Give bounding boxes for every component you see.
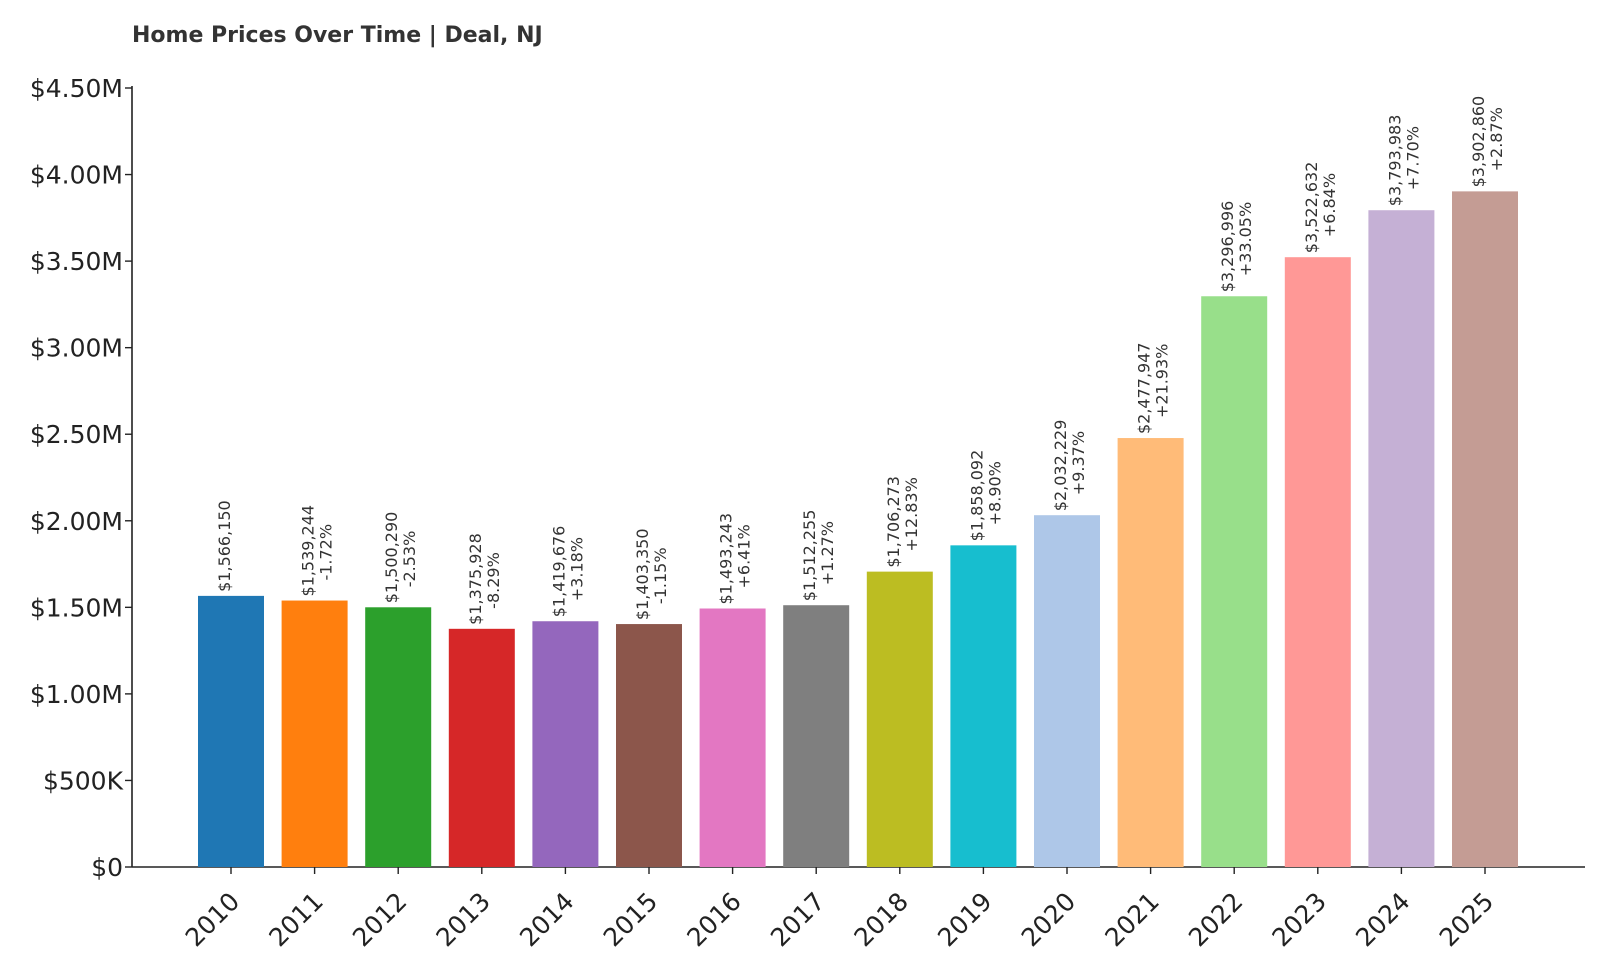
- y-tick-label: $1.00M: [30, 680, 123, 709]
- x-tick-label: 2018: [849, 887, 914, 952]
- chart-title: Home Prices Over Time | Deal, NJ: [132, 23, 543, 48]
- bar: [950, 545, 1017, 867]
- bar-value-label: $3,522,632: [1302, 162, 1321, 254]
- bar-change-label: +6.84%: [1320, 173, 1339, 237]
- y-tick-label: $4.50M: [30, 74, 123, 103]
- x-tick-label: 2025: [1434, 887, 1499, 952]
- y-tick-label: $0: [91, 853, 123, 882]
- bar: [783, 605, 850, 867]
- bars: [198, 191, 1518, 868]
- bar-value-label: $1,858,092: [967, 450, 986, 542]
- bar-change-label: -1.15%: [651, 547, 670, 604]
- bar-change-label: +6.41%: [735, 524, 754, 588]
- bar-change-label: +21.93%: [1153, 344, 1172, 418]
- bar-value-label: $1,493,243: [717, 513, 736, 605]
- y-tick-label: $3.50M: [30, 247, 123, 276]
- bar: [1117, 438, 1184, 867]
- x-tick-label: 2016: [681, 887, 746, 952]
- y-tick-label: $3.00M: [30, 334, 123, 363]
- bar-change-label: +9.37%: [1069, 431, 1088, 495]
- bar-change-label: +33.05%: [1236, 202, 1255, 276]
- bar-value-label: $1,706,273: [884, 476, 903, 568]
- bar-value-label: $2,477,947: [1135, 342, 1154, 434]
- bar-value-label: $3,902,860: [1469, 96, 1488, 188]
- bar-value-label: $3,793,983: [1385, 115, 1404, 207]
- bar: [281, 600, 348, 867]
- bar: [198, 595, 264, 867]
- bar: [616, 624, 682, 867]
- bar: [1368, 210, 1435, 868]
- bar-value-label: $1,375,928: [466, 533, 485, 625]
- x-tick-label: 2017: [765, 887, 830, 952]
- bar-change-label: +2.87%: [1487, 107, 1506, 171]
- bar-value-label: $2,032,229: [1051, 420, 1070, 512]
- y-tick-label: $2.50M: [30, 420, 123, 449]
- y-tick-label: $1.50M: [30, 593, 123, 622]
- bar-change-label: -2.53%: [400, 531, 419, 588]
- x-tick-label: 2020: [1016, 887, 1081, 952]
- bar-value-label: $1,539,244: [299, 505, 318, 597]
- data-labels: $1,566,150 $1,539,244 -1.72% $1,500,290 -2.5…: [215, 96, 1506, 625]
- bar: [448, 628, 515, 867]
- bar-change-label: +3.18%: [567, 537, 586, 601]
- bar-change-label: +1.27%: [818, 521, 837, 585]
- bar-value-label: $1,403,350: [633, 528, 652, 620]
- y-tick-label: $4.00M: [30, 161, 123, 190]
- x-tick-label: 2022: [1183, 887, 1248, 952]
- bar-value-label: $1,566,150: [215, 500, 234, 592]
- bar: [699, 608, 766, 867]
- bar-value-label: $1,512,255: [800, 510, 819, 602]
- x-tick-label: 2021: [1099, 887, 1164, 952]
- bar: [1034, 515, 1100, 867]
- bar: [1284, 257, 1351, 868]
- bar-change-label: +12.83%: [902, 477, 921, 551]
- y-tick-label: $500K: [43, 766, 124, 795]
- bar-value-label: $3,296,996: [1218, 201, 1237, 293]
- bar-change-label: +8.90%: [985, 461, 1004, 525]
- bar-value-label: $1,419,676: [549, 526, 568, 618]
- bar: [1452, 191, 1518, 867]
- bar-change-label: +7.70%: [1403, 126, 1422, 190]
- x-tick-label: 2013: [431, 887, 496, 952]
- x-axis: 2010 2011 2012 2013 2014 2015 2016 2017 2018 2019…: [132, 866, 1585, 952]
- x-tick-label: 2014: [514, 887, 579, 952]
- y-axis: $0 $500K $1.00M $1.50M $2.00M $2.50M $3.00M $3.…: [30, 74, 133, 882]
- bar-change-label: -1.72%: [317, 524, 336, 581]
- y-tick-label: $2.00M: [30, 507, 123, 536]
- x-tick-label: 2015: [598, 887, 663, 952]
- x-tick-label: 2024: [1350, 887, 1415, 952]
- x-tick-label: 2019: [932, 887, 997, 952]
- bar-value-label: $1,500,290: [382, 512, 401, 604]
- bar: [532, 621, 599, 867]
- x-tick-label: 2010: [180, 887, 245, 952]
- x-tick-label: 2011: [263, 887, 328, 952]
- x-tick-label: 2023: [1267, 887, 1332, 952]
- bar: [866, 571, 933, 867]
- bar: [1201, 296, 1268, 867]
- x-tick-label: 2012: [347, 887, 412, 952]
- bar-change-label: -8.29%: [484, 552, 503, 609]
- bar: [365, 607, 432, 867]
